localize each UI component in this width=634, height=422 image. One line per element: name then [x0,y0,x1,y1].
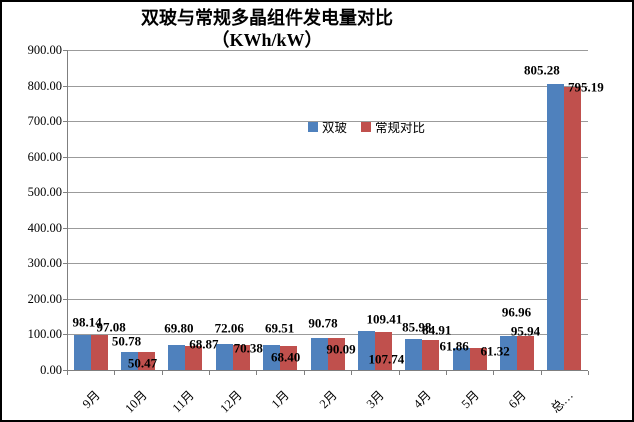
data-label-双玻-12月: 72.06 [214,320,244,336]
y-axis-tick [63,227,67,229]
bar-常规对比-9月 [90,335,108,370]
bar-常规对比-12月 [232,344,250,370]
bar-常规对比-6月 [516,335,534,370]
x-axis-tick [256,371,258,375]
y-axis-tick-label: 0.00 [40,363,62,377]
y-axis-tick [63,121,67,123]
data-label-常规对比-1月: 68.40 [271,349,301,365]
y-axis-tick [63,263,67,265]
data-label-双玻-5月: 61.86 [439,338,469,354]
legend: 双玻 常规对比 [308,117,425,136]
data-label-常规对比-总…: 795.19 [567,79,604,95]
data-label-常规对比-10月: 50.47 [127,355,158,371]
legend-item-常规对比: 常规对比 [361,117,425,136]
data-label-常规对比-3月: 107.74 [368,351,405,367]
y-axis-tick-label: 900.00 [27,43,62,57]
gridline [67,227,588,229]
x-axis-tick [493,371,495,375]
y-axis-tick-label: 600.00 [27,149,62,164]
y-axis-tick-label: 100.00 [27,327,62,342]
x-axis-tick [67,371,68,375]
x-axis-tick [303,371,305,375]
data-label-双玻-11月: 69.80 [164,320,194,336]
bar-常规对比-3月 [374,331,392,370]
data-label-常规对比-5月: 61.32 [480,343,510,359]
x-axis-tick [398,371,400,375]
bar-双玻-总… [547,83,565,370]
legend-label-常规对比: 常规对比 [375,121,426,135]
x-axis-tick [351,371,353,375]
data-label-常规对比-2月: 90.09 [326,341,356,357]
x-axis-tick [209,371,211,375]
gridline [67,121,588,123]
data-label-常规对比-9月: 97.08 [96,319,126,335]
legend-label-双玻: 双玻 [322,121,348,135]
data-label-双玻-9月: 98.14 [72,314,102,330]
x-axis-tick [588,371,589,375]
y-axis-tick-label: 700.00 [27,114,62,129]
bar-双玻-3月 [357,331,375,370]
bar-双玻-12月 [215,344,233,370]
x-axis-tick [445,371,447,375]
y-axis-tick [63,370,67,371]
x-axis-label-9月: 9月 [79,388,103,412]
legend-item-双玻: 双玻 [308,117,347,136]
y-axis-tick [63,156,67,158]
data-label-双玻-3月: 109.41 [366,311,403,327]
data-label-常规对比-6月: 95.94 [510,323,541,339]
bar-常规对比-总… [564,87,582,370]
data-label-双玻-6月: 96.96 [501,304,532,320]
y-axis-tick-label: 500.00 [27,185,62,200]
bar-双玻-6月 [499,335,517,370]
gridline [67,334,588,336]
y-axis-tick [63,50,67,51]
bar-常规对比-4月 [422,339,440,370]
data-label-双玻-4月: 85.98 [402,319,432,335]
bar-双玻-9月 [73,335,91,370]
bar-常规对比-10月 [138,352,156,370]
x-axis-tick [114,371,116,375]
x-axis-tick [540,371,542,375]
legend-swatch-常规对比 [361,121,372,132]
bar-常规对比-1月 [280,345,298,370]
y-axis-tick [63,192,67,194]
y-axis-tick-label: 800.00 [27,78,62,93]
bar-双玻-1月 [263,345,281,370]
gridline [67,50,588,51]
gridline [67,192,588,194]
data-label-双玻-2月: 90.78 [308,315,338,331]
y-axis-tick-label: 300.00 [27,256,62,271]
data-label-常规对比-4月: 84.91 [422,322,452,338]
bar-双玻-4月 [405,339,423,370]
bar-双玻-11月 [168,345,186,370]
data-label-双玻-总…: 805.28 [523,62,560,78]
y-axis-tick [63,85,67,87]
chart-title: 双玻与常规多晶组件发电量对比 [141,8,393,28]
x-axis-line [67,370,588,371]
y-axis-tick [63,334,67,336]
chart-subtitle: （KWh/kW） [211,30,323,50]
bar-常规对比-5月 [469,348,487,370]
bar-常规对比-2月 [327,337,345,370]
gridline [67,263,588,265]
gridline [67,85,588,87]
data-label-双玻-10月: 50.78 [111,333,142,349]
bar-常规对比-11月 [185,345,203,370]
data-label-常规对比-11月: 68.87 [189,336,219,351]
bar-双玻-5月 [452,348,470,370]
bar-双玻-10月 [121,351,139,370]
legend-swatch-双玻 [308,121,318,132]
bar-双玻-2月 [310,337,328,370]
y-axis-line [67,50,68,370]
x-axis-tick [161,371,163,375]
gridline [67,298,588,300]
y-axis-tick [63,298,67,300]
y-axis-tick-label: 200.00 [27,291,62,306]
y-axis-tick-label: 400.00 [27,220,62,235]
data-label-常规对比-12月: 70.38 [233,340,263,356]
gridline [67,156,588,158]
data-label-双玻-1月: 69.51 [265,320,295,336]
